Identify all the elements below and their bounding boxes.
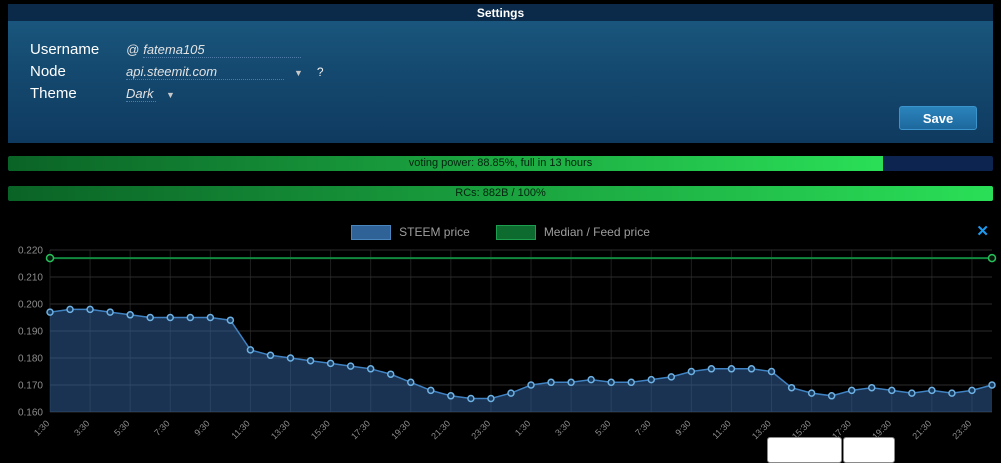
legend-item-median-feed-price[interactable]: Median / Feed price	[495, 224, 650, 240]
svg-text:0.220: 0.220	[18, 246, 43, 257]
svg-text:3:30: 3:30	[553, 418, 572, 437]
svg-text:0.180: 0.180	[18, 354, 43, 365]
svg-text:13:30: 13:30	[269, 418, 292, 441]
node-select[interactable]: api.steemit.com	[126, 64, 284, 80]
svg-text:0.200: 0.200	[18, 300, 43, 311]
voting-power-fill	[8, 156, 884, 171]
svg-text:11:30: 11:30	[710, 418, 733, 441]
svg-text:11:30: 11:30	[229, 418, 252, 441]
settings-titlebar: Settings	[8, 4, 993, 21]
username-field[interactable]: fatema105	[143, 42, 302, 58]
username-prefix: @	[126, 42, 140, 57]
svg-text:9:30: 9:30	[673, 418, 692, 437]
voting-power-bar: voting power: 88.85%, full in 13 hours	[8, 156, 993, 171]
svg-text:17:30: 17:30	[349, 418, 372, 441]
svg-text:23:30: 23:30	[950, 418, 973, 441]
node-row: Node api.steemit.com ▼ ?	[30, 63, 324, 85]
steem-price-legend-label: STEEM price	[399, 225, 470, 239]
settings-panel: Settings Username @ fatema105 Node api.s…	[8, 4, 993, 143]
settings-title: Settings	[476, 5, 525, 20]
svg-text:0.170: 0.170	[18, 381, 43, 392]
voting-power-text: voting power: 88.85%, full in 13 hours	[408, 157, 593, 169]
chevron-down-icon[interactable]: ▼	[294, 68, 303, 78]
svg-text:0.160: 0.160	[18, 408, 43, 419]
svg-text:19:30: 19:30	[389, 418, 412, 441]
svg-text:1:30: 1:30	[513, 418, 532, 437]
svg-text:15:30: 15:30	[309, 418, 332, 441]
tooltip-box-left	[767, 437, 842, 463]
svg-text:5:30: 5:30	[593, 418, 612, 437]
svg-text:0.210: 0.210	[18, 273, 43, 284]
username-label: Username	[30, 41, 100, 58]
median-feed-price-legend-label: Median / Feed price	[543, 225, 650, 239]
rc-bar: RCs: 882B / 100%	[8, 186, 993, 201]
theme-label: Theme	[30, 85, 77, 102]
svg-text:7:30: 7:30	[633, 418, 652, 437]
median-feed-price-swatch-icon	[495, 224, 536, 240]
rc-text: RCs: 882B / 100%	[455, 187, 546, 199]
username-row: Username @ fatema105	[30, 41, 302, 63]
rc-fill	[8, 186, 993, 201]
svg-text:3:30: 3:30	[72, 418, 91, 437]
theme-row: Theme Dark ▼	[30, 85, 175, 107]
close-icon[interactable]: ✕	[976, 223, 989, 240]
svg-text:0.190: 0.190	[18, 327, 43, 338]
chart-legend: STEEM price Median / Feed price	[0, 224, 1001, 240]
node-help-icon[interactable]: ?	[316, 65, 324, 79]
legend-item-steem-price[interactable]: STEEM price	[351, 224, 470, 240]
svg-text:21:30: 21:30	[429, 418, 452, 441]
tooltip-box-right	[843, 437, 895, 463]
svg-text:1:30: 1:30	[32, 418, 51, 437]
svg-text:7:30: 7:30	[152, 418, 171, 437]
node-label: Node	[30, 63, 66, 80]
svg-text:21:30: 21:30	[910, 418, 933, 441]
svg-text:23:30: 23:30	[469, 418, 492, 441]
svg-text:5:30: 5:30	[112, 418, 131, 437]
svg-text:9:30: 9:30	[192, 418, 211, 437]
theme-select[interactable]: Dark	[126, 86, 156, 102]
chevron-down-icon[interactable]: ▼	[166, 90, 175, 100]
steem-price-swatch-icon	[351, 224, 392, 240]
save-button[interactable]: Save	[899, 106, 977, 130]
